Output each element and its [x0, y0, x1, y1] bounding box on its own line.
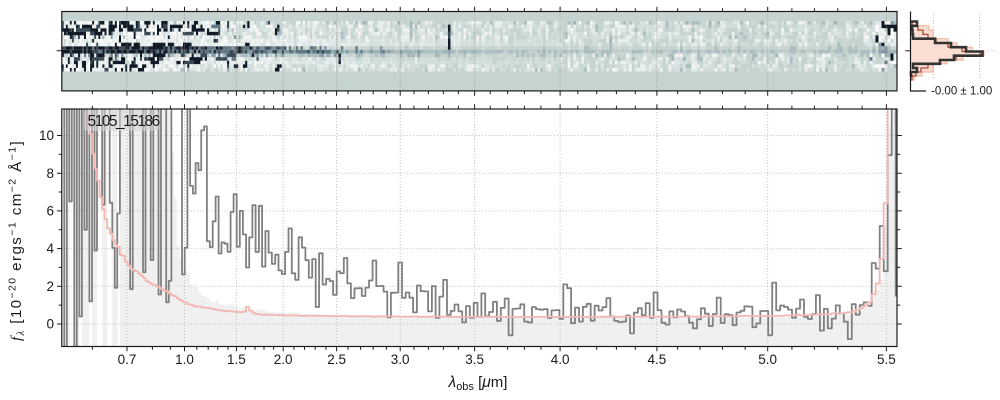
- svg-text:0: 0: [46, 317, 54, 332]
- svg-text:5105_15186: 5105_15186: [88, 113, 160, 130]
- svg-text:5.0: 5.0: [758, 352, 777, 367]
- svg-text:1.5: 1.5: [227, 352, 246, 367]
- svg-text:5.5: 5.5: [877, 352, 896, 367]
- svg-text:λobs [μm]: λobs [μm]: [448, 374, 508, 393]
- svg-text:4.5: 4.5: [648, 352, 667, 367]
- svg-text:1.0: 1.0: [175, 352, 194, 367]
- svg-text:2.0: 2.0: [274, 352, 293, 367]
- svg-text:6: 6: [46, 204, 54, 219]
- svg-text:8: 8: [46, 166, 54, 181]
- svg-text:4.0: 4.0: [551, 352, 570, 367]
- svg-text:0.7: 0.7: [118, 352, 137, 367]
- svg-text:10: 10: [39, 128, 54, 143]
- svg-text:fλ [10−20 ergs−1 cm−2 Å−1]: fλ [10−20 ergs−1 cm−2 Å−1]: [7, 140, 28, 341]
- svg-text:4: 4: [46, 241, 54, 256]
- svg-text:-0.00 ± 1.00: -0.00 ± 1.00: [931, 86, 992, 98]
- svg-text:2.5: 2.5: [327, 352, 346, 367]
- svg-text:3.5: 3.5: [465, 352, 484, 367]
- svg-text:3.0: 3.0: [391, 352, 410, 367]
- svg-text:2: 2: [46, 279, 54, 294]
